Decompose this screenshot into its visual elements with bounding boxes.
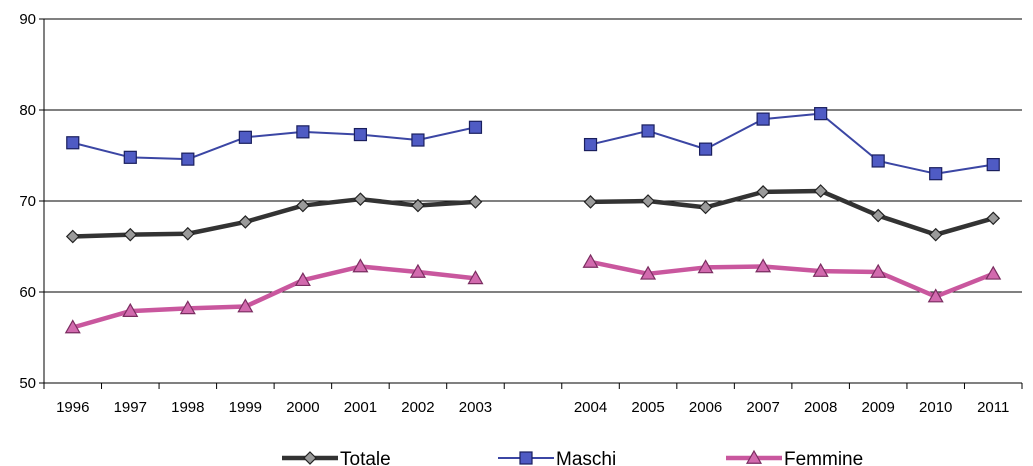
legend-marker [303,451,317,465]
data-point-femmine [237,298,254,313]
data-point-maschi [986,158,1000,172]
data-point-maschi [814,107,828,121]
legend-marker [519,451,533,465]
data-point-totale [65,229,80,244]
data-point-totale [871,208,886,223]
data-point-femmine [179,300,196,315]
series-maschi [66,107,1000,181]
data-point-maschi [238,130,252,144]
data-point-femmine [755,258,772,273]
data-point-totale [411,198,425,213]
x-tick-label: 2000 [286,399,319,416]
data-point-maschi [698,142,713,156]
x-tick-label: 2005 [631,399,664,416]
y-tick-label: 50 [19,375,36,392]
legend: Totale Maschi Femmine [282,449,863,466]
data-point-femmine [582,253,599,268]
data-point-totale [468,195,483,209]
data-point-maschi [411,133,425,147]
data-point-maschi [929,167,943,181]
data-point-femmine [467,270,484,285]
legend-marker [745,449,763,464]
y-tick-label: 80 [19,102,36,119]
data-point-femmine [812,262,829,277]
y-axis-ticks: 50 60 70 80 90 [19,11,44,392]
data-point-totale [698,200,713,215]
series-totale [65,184,1001,244]
x-tick-label: 1997 [114,399,147,416]
data-point-femmine [985,265,1002,280]
data-point-totale [238,215,253,229]
x-tick-label: 2010 [919,399,952,416]
x-tick-label: 1996 [56,399,89,416]
series-line-totale [72,196,476,239]
x-tick-label: 2003 [459,399,492,416]
data-point-femmine [294,271,311,287]
x-tick-label: 2006 [689,399,722,416]
x-tick-label: 2004 [574,399,607,416]
data-point-maschi [181,152,195,166]
data-point-totale [641,194,655,208]
data-point-totale [813,184,828,198]
data-point-totale [583,195,598,209]
series-line-totale [590,188,994,237]
x-tick-label: 2009 [861,399,894,416]
data-point-maschi [641,124,655,138]
legend-item-totale: Totale [282,449,391,466]
x-tick-label: 1999 [229,399,262,416]
series-line-femmine [590,259,995,299]
series-line-femmine [72,264,476,330]
data-point-maschi [468,120,483,134]
series-femmine [64,253,1002,334]
data-point-totale [296,198,310,213]
data-point-totale [353,192,368,207]
data-point-totale [928,227,943,242]
x-tick-label: 2007 [746,399,779,416]
grid-lines [44,18,1022,293]
data-point-totale [986,211,1001,226]
data-point-totale [180,226,195,241]
data-point-totale [756,185,770,199]
y-tick-label: 70 [19,193,36,210]
legend-label: Femmine [784,449,863,466]
x-tick-label: 1998 [171,399,204,416]
x-tick-label: 2002 [401,399,434,416]
series-group [64,107,1002,334]
x-axis-ticks: 1996 1997 1998 1999 2000 2001 2002 2003 2004 2005… [43,383,1023,416]
x-tick-label: 2011 [977,399,1009,416]
series-line-maschi [590,112,994,175]
data-point-femmine [697,259,714,274]
data-point-maschi [756,112,770,126]
data-point-maschi [583,137,598,152]
data-point-maschi [123,150,137,164]
data-point-totale [123,227,138,242]
series-line-maschi [72,126,476,161]
y-tick-label: 90 [19,11,36,28]
data-point-femmine [870,263,887,278]
data-point-maschi [871,154,885,168]
data-point-femmine [122,302,139,317]
data-point-maschi [353,127,368,142]
legend-item-femmine: Femmine [726,449,863,466]
data-point-maschi [66,136,80,150]
data-point-femmine [64,319,81,334]
data-point-maschi [296,125,310,139]
legend-label: Totale [340,449,391,466]
legend-item-maschi: Maschi [498,449,616,466]
y-tick-label: 60 [19,284,36,301]
data-point-femmine [409,263,426,278]
data-point-femmine [927,288,944,303]
x-tick-label: 2008 [804,399,837,416]
data-point-femmine [352,258,369,273]
legend-label: Maschi [556,449,616,466]
x-tick-label: 2001 [344,399,377,416]
data-point-femmine [640,265,657,280]
